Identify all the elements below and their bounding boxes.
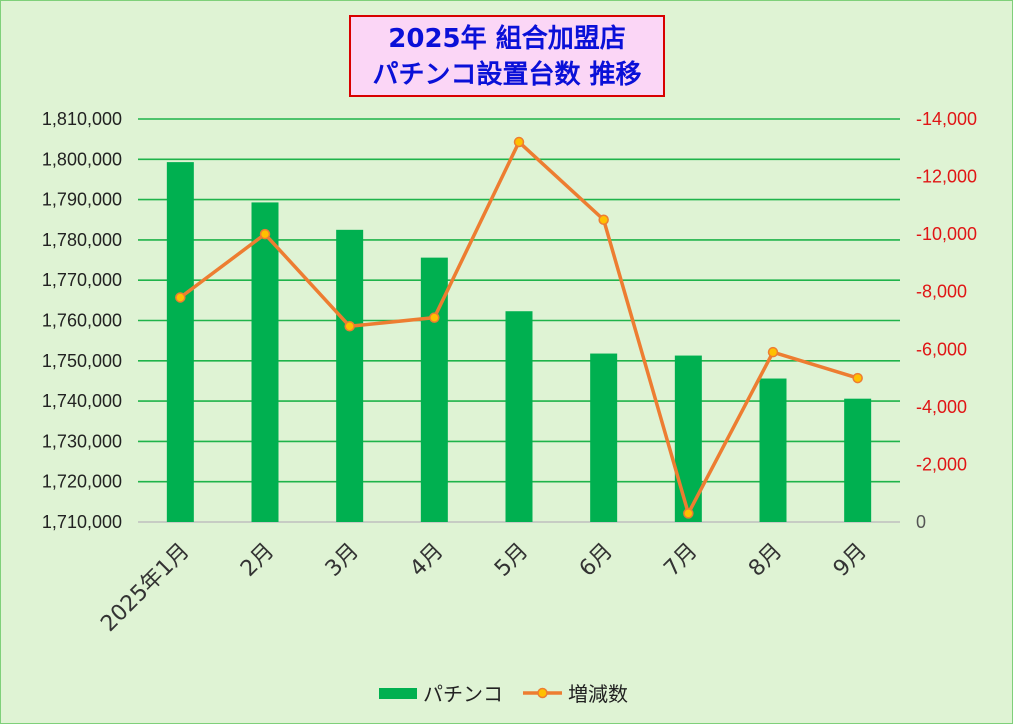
left-axis-tick-label: 1,800,000 <box>42 149 122 169</box>
legend: パチンコ 増減数 <box>379 682 628 706</box>
right-axis-tick-label: -12,000 <box>916 167 977 187</box>
left-axis-tick-label: 1,740,000 <box>42 391 122 411</box>
right-axis-tick-label: -14,000 <box>916 109 977 129</box>
left-axis-tick-label: 1,810,000 <box>42 109 122 129</box>
line-point <box>259 228 271 240</box>
right-axis-tick-label: 0 <box>916 512 926 532</box>
bar <box>590 353 618 522</box>
line-point <box>344 321 355 332</box>
right-axis-tick-label: -4,000 <box>916 397 967 417</box>
bar-series <box>166 162 872 522</box>
right-axis-tick-label: -8,000 <box>916 282 967 302</box>
right-axis-tick-label: -2,000 <box>916 454 967 474</box>
bar <box>844 398 872 522</box>
bar <box>251 202 279 522</box>
left-axis-tick-label: 1,720,000 <box>42 472 122 492</box>
x-axis-tick-label: 9月 <box>829 539 872 582</box>
legend-label: パチンコ <box>423 682 503 706</box>
x-axis-tick-label: 8月 <box>744 539 787 582</box>
legend-swatch-bar <box>379 688 417 699</box>
left-axis-tick-label: 1,730,000 <box>42 431 122 451</box>
x-axis-tick-label: 4月 <box>405 539 448 582</box>
x-axis-tick-label: 3月 <box>321 539 364 582</box>
right-axis-tick-label: -6,000 <box>916 339 967 359</box>
line-point <box>767 346 779 358</box>
x-axis-tick-label: 2月 <box>236 539 279 582</box>
x-axis-tick-label: 2025年1月 <box>96 539 194 637</box>
bar <box>166 162 194 522</box>
legend-label: 増減数 <box>568 682 628 706</box>
x-axis-tick-label: 7月 <box>659 539 702 582</box>
chart-title-line-2: パチンコ設置台数 推移 <box>372 60 642 90</box>
bar <box>759 378 787 522</box>
line-point <box>598 214 609 225</box>
left-axis-tick-label: 1,790,000 <box>42 190 122 210</box>
line-point <box>429 312 440 323</box>
left-axis-tick-label: 1,750,000 <box>42 351 122 371</box>
chart-title: 2025年 組合加盟店 パチンコ設置台数 推移 <box>349 15 665 97</box>
left-axis-tick-label: 1,780,000 <box>42 230 122 250</box>
x-axis-tick-label: 6月 <box>575 539 618 582</box>
line-series <box>175 136 863 519</box>
right-axis-ticks: -14,000 -12,000 -10,000 -8,000 -6,000 -4,000 -… <box>916 109 977 532</box>
line-point <box>683 508 694 519</box>
left-axis-tick-label: 1,710,000 <box>42 512 122 532</box>
x-axis-ticks: 2025年1月 2月 3月 4月 5月 6月 7月 8月 9月 <box>96 539 872 637</box>
line-point <box>513 136 525 148</box>
bar <box>505 311 533 522</box>
x-axis-tick-label: 5月 <box>490 539 533 582</box>
left-axis-tick-label: 1,760,000 <box>42 311 122 331</box>
chart-title-line-1: 2025年 組合加盟店 <box>388 24 626 54</box>
bar <box>336 229 364 522</box>
right-axis-tick-label: -10,000 <box>916 224 977 244</box>
line-point <box>175 292 186 303</box>
left-axis-tick-label: 1,770,000 <box>42 270 122 290</box>
line-point <box>852 372 863 384</box>
left-axis-ticks: 1,810,000 1,800,000 1,790,000 1,780,000 1,77… <box>42 109 122 532</box>
legend-swatch-marker <box>537 687 548 699</box>
